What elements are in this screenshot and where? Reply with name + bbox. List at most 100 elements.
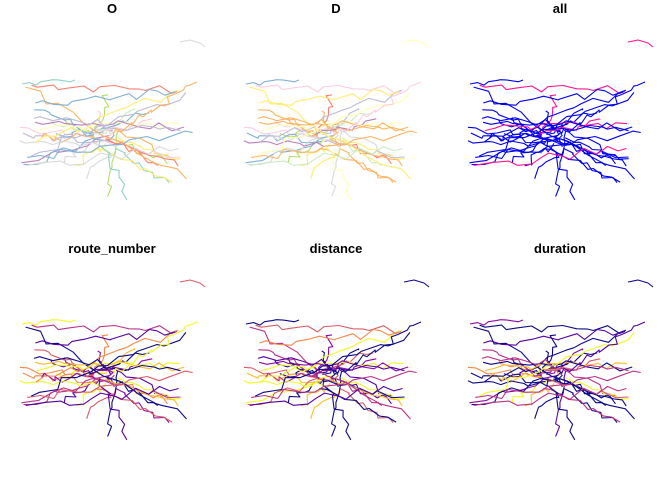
route-line: [259, 329, 403, 383]
route-line: [258, 360, 409, 372]
route-line: [469, 319, 524, 326]
route-line: [251, 370, 417, 400]
route-line: [22, 132, 98, 144]
route-line: [338, 147, 394, 183]
route-line: [259, 89, 403, 143]
route-line: [470, 372, 546, 384]
route-line: [35, 88, 176, 106]
route-line: [95, 388, 173, 423]
map-panel-3: all: [448, 0, 672, 240]
route-line: [564, 137, 629, 160]
route-line: [246, 132, 322, 144]
route-map: [243, 279, 430, 441]
route-line: [31, 84, 178, 95]
route-line: [340, 377, 405, 400]
route-line: [35, 329, 179, 383]
route-line: [319, 388, 397, 423]
route-line: [546, 138, 576, 201]
route-line: [259, 328, 400, 346]
route-line: [34, 120, 185, 132]
route-line: [258, 349, 319, 377]
route-line: [473, 145, 627, 166]
route-line: [469, 79, 524, 86]
map-panel-5: distance: [224, 240, 448, 480]
route-line: [340, 137, 405, 160]
route-line: [482, 120, 633, 132]
route-line: [245, 79, 300, 86]
route-line: [114, 147, 170, 183]
route-line: [105, 378, 179, 407]
panel-title: D: [331, 1, 341, 16]
route-line: [34, 109, 95, 137]
route-line: [35, 328, 176, 346]
panel-title: all: [552, 1, 568, 16]
route-line: [25, 145, 179, 166]
route-line: [560, 321, 646, 376]
route-line: [251, 130, 417, 160]
route-line: [88, 358, 153, 377]
route-line: [116, 137, 181, 160]
route-line: [21, 79, 76, 86]
route-line: [245, 319, 300, 326]
route-line: [258, 120, 409, 132]
panel-title: distance: [309, 241, 363, 256]
route-line: [255, 324, 402, 335]
map-panel-2: D: [224, 0, 448, 240]
route-map: [243, 39, 430, 201]
route-line: [27, 370, 193, 400]
route-line: [35, 89, 179, 143]
route-line: [25, 385, 179, 406]
route-line: [481, 356, 629, 372]
route-line: [34, 349, 95, 377]
route-line: [475, 130, 641, 160]
route-line: [33, 116, 181, 132]
route-line: [31, 324, 178, 335]
route-line: [473, 385, 627, 406]
route-line: [246, 372, 322, 384]
route-line: [467, 140, 549, 148]
route-line: [19, 380, 101, 388]
route-line: [482, 349, 543, 377]
route-line: [483, 328, 624, 346]
route-line: [329, 138, 403, 167]
route-line: [562, 147, 618, 183]
route-line: [243, 380, 325, 388]
route-line: [319, 148, 397, 183]
route-line: [259, 88, 400, 106]
route-line: [322, 378, 352, 441]
route-line: [336, 81, 422, 136]
route-line: [479, 84, 626, 95]
route-line: [179, 39, 206, 48]
route-line: [33, 356, 181, 372]
route-line: [116, 377, 181, 400]
route-line: [543, 388, 621, 423]
route-map: [19, 279, 206, 441]
route-line: [627, 279, 654, 288]
route-map: [467, 279, 654, 441]
route-line: [112, 321, 198, 376]
route-line: [403, 279, 430, 288]
route-line: [98, 378, 128, 441]
route-line: [482, 360, 633, 372]
route-line: [22, 372, 98, 384]
route-line: [329, 378, 403, 407]
route-line: [536, 358, 601, 377]
route-map: [467, 39, 654, 201]
route-line: [249, 385, 403, 406]
route-line: [257, 116, 405, 132]
route-line: [403, 39, 430, 48]
map-panel-4: route_number: [0, 240, 224, 480]
route-line: [243, 140, 325, 148]
route-line: [564, 377, 629, 400]
route-line: [322, 138, 352, 201]
route-line: [336, 321, 422, 376]
panel-title: route_number: [68, 241, 156, 256]
route-line: [249, 145, 403, 166]
route-line: [470, 132, 546, 144]
route-line: [475, 370, 641, 400]
route-line: [27, 130, 193, 160]
route-line: [338, 387, 394, 423]
route-map: [19, 39, 206, 201]
route-line: [114, 387, 170, 423]
route-line: [560, 81, 646, 136]
